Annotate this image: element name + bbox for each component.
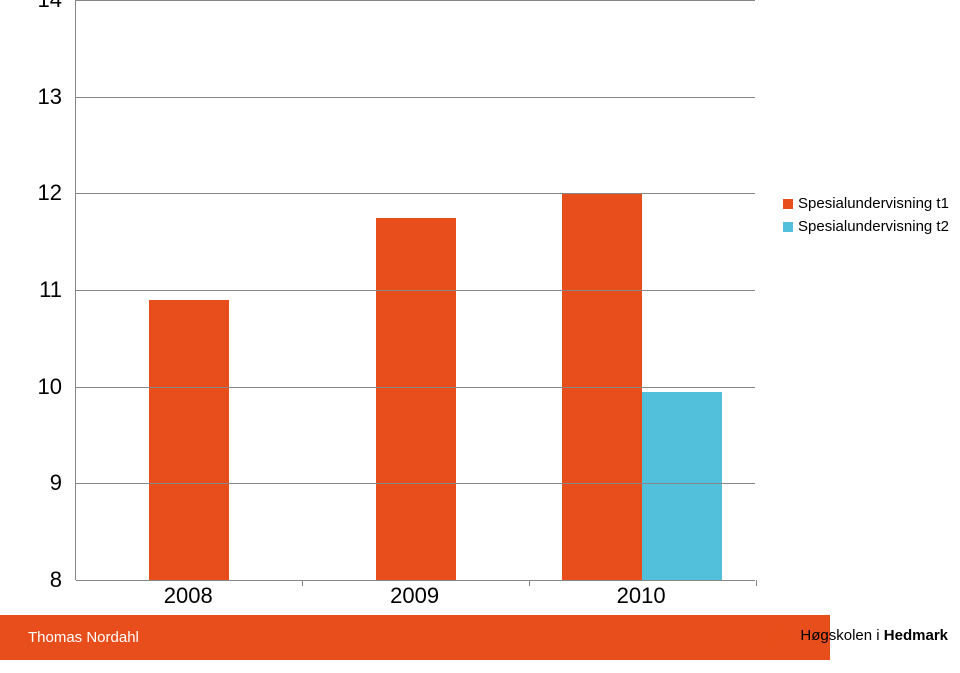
x-axis-labels: 2008 2009 2010 <box>75 583 755 613</box>
gridline <box>76 290 755 291</box>
legend-label: Spesialundervisning t2 <box>798 218 949 235</box>
legend-item: Spesialundervisning t1 <box>783 195 949 212</box>
y-axis-labels: 891011121314 <box>20 0 70 580</box>
x-tick-label: 2009 <box>390 583 439 609</box>
legend-label: Spesialundervisning t1 <box>798 195 949 212</box>
gridline <box>76 0 755 1</box>
bar <box>642 392 722 581</box>
bar <box>149 300 229 580</box>
legend-swatch-icon <box>783 222 793 232</box>
legend-item: Spesialundervisning t2 <box>783 218 949 235</box>
footer-bar: Thomas Nordahl <box>0 615 830 660</box>
y-tick-label: 8 <box>50 567 62 593</box>
y-tick-label: 10 <box>38 374 62 400</box>
bar <box>376 218 456 581</box>
x-tick-label: 2010 <box>617 583 666 609</box>
x-tick-label: 2008 <box>164 583 213 609</box>
y-tick-label: 12 <box>38 180 62 206</box>
brand-bold: Hedmark <box>884 627 948 644</box>
gridline <box>76 483 755 484</box>
brand: Høgskolen i Hedmark <box>766 621 948 649</box>
gridline <box>76 580 755 581</box>
author-name: Thomas Nordahl <box>28 629 139 646</box>
plot-area <box>75 0 755 580</box>
y-tick-label: 13 <box>38 84 62 110</box>
y-tick-label: 11 <box>39 277 62 303</box>
legend-swatch-icon <box>783 199 793 209</box>
gridline <box>76 97 755 98</box>
footer: Thomas Nordahl Høgskolen i Hedmark <box>0 615 960 673</box>
chart: 891011121314 200820092010 <box>20 0 770 580</box>
gridline <box>76 387 755 388</box>
gridline <box>76 193 755 194</box>
slide: 8 9 10 11 12 13 14 2008 2009 2010 Spesialundervi… <box>0 0 960 673</box>
x-tick <box>756 580 757 586</box>
knot-logo-icon <box>766 621 794 649</box>
legend: Spesialundervisning t1 Spesialundervisni… <box>783 195 949 241</box>
brand-prefix: Høgskolen i <box>800 627 883 644</box>
brand-text: Høgskolen i Hedmark <box>800 627 948 644</box>
y-tick-label: 9 <box>50 470 62 496</box>
y-tick-label: 14 <box>38 0 62 13</box>
